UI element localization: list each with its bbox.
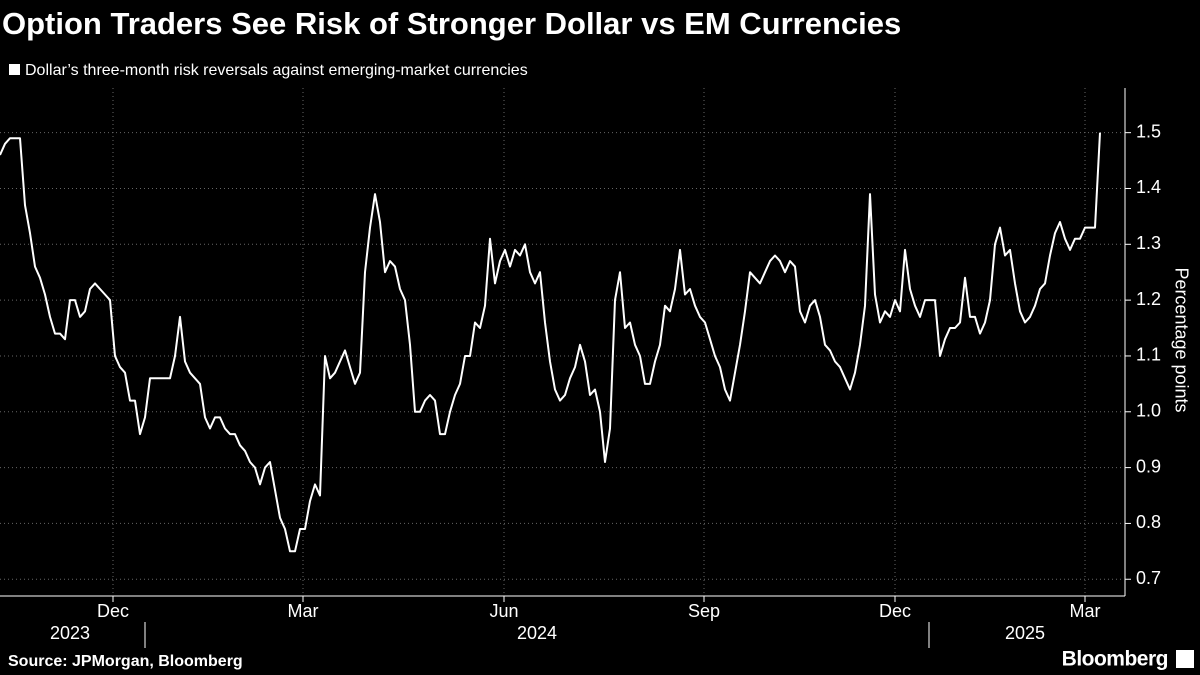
y-tick-label: 1.4 [1136, 177, 1161, 197]
x-tick-label: Dec [879, 601, 911, 621]
x-tick-label: Mar [1070, 601, 1101, 621]
x-year-label: 2024 [517, 623, 557, 643]
x-tick-label: Dec [97, 601, 129, 621]
legend-swatch [9, 64, 20, 75]
y-tick-label: 1.0 [1136, 401, 1161, 421]
x-year-label: 2025 [1005, 623, 1045, 643]
y-tick-label: 0.7 [1136, 568, 1161, 588]
x-tick-label: Mar [288, 601, 319, 621]
y-tick-label: 1.2 [1136, 289, 1161, 309]
y-tick-label: 0.8 [1136, 512, 1161, 532]
chart-title: Option Traders See Risk of Stronger Doll… [2, 6, 901, 41]
brand-icon [1176, 650, 1194, 668]
y-tick-label: 1.5 [1136, 121, 1161, 141]
x-tick-label: Sep [688, 601, 720, 621]
x-year-label: 2023 [50, 623, 90, 643]
legend-label: Dollar’s three-month risk reversals agai… [25, 62, 528, 79]
y-axis-label: Percentage points [1171, 267, 1191, 412]
brand: Bloomberg [1062, 648, 1168, 671]
y-tick-label: 0.9 [1136, 456, 1161, 476]
y-tick-label: 1.3 [1136, 233, 1161, 253]
line [0, 132, 1101, 553]
y-tick-label: 1.1 [1136, 345, 1161, 365]
x-tick-label: Jun [489, 601, 518, 621]
source: Source: JPMorgan, Bloomberg [8, 653, 243, 670]
